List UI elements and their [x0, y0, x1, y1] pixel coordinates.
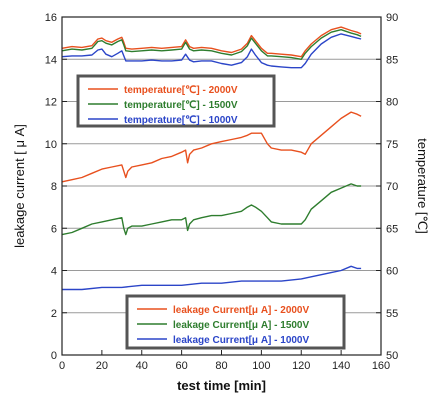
x-tick-label: 100 [252, 360, 270, 372]
series-lines [61, 26, 362, 291]
right-tick-label: 50 [386, 350, 398, 362]
right-tick-label: 65 [386, 223, 398, 235]
series-line-temperature-1500v [61, 29, 362, 60]
legend-label: leakage Current[μ A] - 2000V [173, 305, 309, 316]
right-tick-label: 85 [386, 54, 398, 66]
left-tick-label: 10 [45, 139, 57, 151]
right-tick-label: 80 [386, 97, 398, 109]
x-tick-label: 160 [372, 360, 390, 372]
left-axis-ticks: 0 2 4 6 8 10 12 14 16 [45, 12, 67, 362]
right-axis-ticks: 50 55 60 65 70 75 80 85 90 [376, 12, 398, 362]
right-tick-label: 75 [386, 139, 398, 151]
series-line-leakage-current-a-2000v [61, 111, 362, 183]
x-tick-label: 140 [332, 360, 350, 372]
left-axis-title: leakage current [ μ A] [12, 124, 27, 248]
left-tick-label: 8 [51, 181, 57, 193]
legend-label: temperature[℃] - 1000V [124, 115, 238, 126]
series-line-leakage-current-a-1500v [61, 183, 362, 236]
left-tick-label: 2 [51, 308, 57, 320]
x-tick-label: 40 [136, 360, 148, 372]
legend-label: temperature[℃] - 1500V [124, 100, 238, 111]
series-line-leakage-current-a-1000v [62, 265, 362, 291]
right-tick-label: 70 [386, 181, 398, 193]
x-axis-ticks: 0 20 40 60 80 100 120 140 160 [59, 350, 390, 372]
right-tick-label: 90 [386, 12, 398, 24]
right-tick-label: 55 [386, 308, 398, 320]
x-tick-label: 0 [59, 360, 65, 372]
leakage-current-legend: leakage Current[μ A] - 2000V leakage Curr… [125, 294, 346, 350]
legend-label: leakage Current[μ A] - 1000V [173, 335, 309, 346]
series-line-temperature-2000v [61, 26, 362, 58]
x-tick-label: 20 [96, 360, 108, 372]
legend-label: leakage Current[μ A] - 1500V [173, 320, 309, 331]
series-line-temperature-1000v [61, 33, 362, 69]
left-tick-label: 6 [51, 223, 57, 235]
x-tick-label: 80 [215, 360, 227, 372]
legend-label: temperature[℃] - 2000V [124, 85, 238, 96]
left-tick-label: 16 [45, 12, 57, 24]
x-axis-title: test time [min] [177, 378, 266, 393]
right-axis-title: temperature [℃] [415, 138, 430, 234]
left-tick-label: 14 [45, 54, 57, 66]
right-tick-label: 60 [386, 266, 398, 278]
left-tick-label: 12 [45, 97, 57, 109]
legend-box [76, 74, 276, 128]
x-tick-label: 60 [176, 360, 188, 372]
left-tick-label: 0 [51, 350, 57, 362]
x-tick-label: 120 [292, 360, 310, 372]
left-tick-label: 4 [51, 266, 57, 278]
temperature-legend: temperature[℃] - 2000V temperature[℃] - 1… [76, 74, 276, 128]
